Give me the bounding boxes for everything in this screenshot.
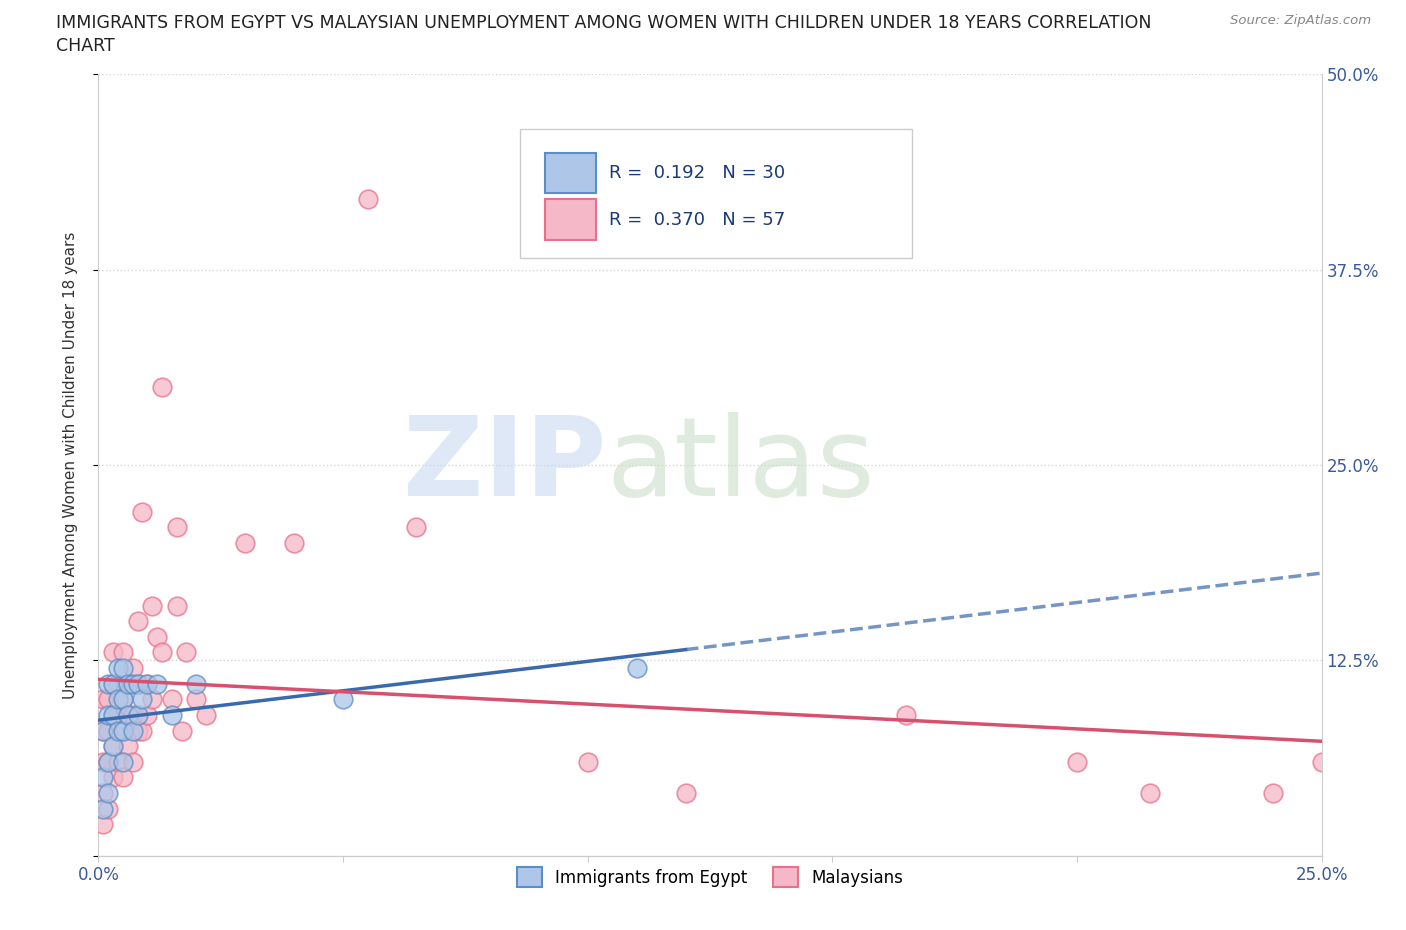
Text: atlas: atlas	[606, 411, 875, 519]
Text: ZIP: ZIP	[402, 411, 606, 519]
Point	[136, 708, 159, 723]
Point	[97, 754, 120, 769]
Point	[101, 676, 124, 691]
Point	[91, 770, 114, 785]
Point	[91, 786, 114, 801]
Point	[101, 738, 124, 753]
Point	[127, 676, 149, 691]
Point	[91, 724, 114, 738]
Point	[111, 724, 134, 738]
FancyBboxPatch shape	[546, 153, 596, 193]
Point	[107, 660, 129, 675]
Point	[166, 520, 188, 535]
Point	[121, 676, 143, 691]
Point	[117, 708, 139, 723]
Point	[1066, 754, 1088, 769]
Point	[97, 724, 120, 738]
Point	[131, 692, 153, 707]
Point	[111, 724, 134, 738]
Point	[131, 504, 153, 519]
Point	[101, 645, 124, 660]
Point	[101, 676, 124, 691]
FancyBboxPatch shape	[546, 199, 596, 240]
Point	[117, 708, 139, 723]
Point	[176, 645, 198, 660]
Point	[127, 708, 149, 723]
Text: IMMIGRANTS FROM EGYPT VS MALAYSIAN UNEMPLOYMENT AMONG WOMEN WITH CHILDREN UNDER : IMMIGRANTS FROM EGYPT VS MALAYSIAN UNEMP…	[56, 14, 1152, 32]
Point	[576, 754, 599, 769]
Point	[160, 692, 183, 707]
Point	[91, 802, 114, 817]
Point	[136, 676, 159, 691]
Text: CHART: CHART	[56, 37, 115, 55]
Point	[97, 786, 120, 801]
Point	[121, 754, 143, 769]
Point	[136, 676, 159, 691]
Point	[97, 802, 120, 817]
Point	[121, 708, 143, 723]
Point	[111, 754, 134, 769]
Point	[111, 692, 134, 707]
Point	[121, 724, 143, 738]
Point	[91, 817, 114, 831]
Point	[894, 708, 917, 723]
Point	[146, 676, 169, 691]
Point	[117, 676, 139, 691]
Text: R =  0.192   N = 30: R = 0.192 N = 30	[609, 164, 785, 182]
Point	[1310, 754, 1333, 769]
Point	[356, 192, 378, 206]
Point	[97, 708, 120, 723]
Point	[127, 724, 149, 738]
Point	[160, 708, 183, 723]
Point	[107, 724, 129, 738]
Point	[91, 692, 114, 707]
Point	[186, 692, 208, 707]
Point	[121, 660, 143, 675]
Point	[626, 660, 648, 675]
Point	[1261, 786, 1284, 801]
Text: Source: ZipAtlas.com: Source: ZipAtlas.com	[1230, 14, 1371, 27]
Point	[111, 770, 134, 785]
Point	[97, 754, 120, 769]
Point	[101, 708, 124, 723]
Legend: Immigrants from Egypt, Malaysians: Immigrants from Egypt, Malaysians	[510, 860, 910, 894]
Point	[117, 676, 139, 691]
Point	[111, 645, 134, 660]
Point	[101, 738, 124, 753]
Point	[111, 692, 134, 707]
Point	[141, 692, 163, 707]
Point	[107, 692, 129, 707]
Point	[170, 724, 193, 738]
Text: R =  0.370   N = 57: R = 0.370 N = 57	[609, 211, 785, 229]
Point	[186, 676, 208, 691]
Point	[117, 738, 139, 753]
Point	[127, 614, 149, 629]
Point	[127, 676, 149, 691]
Point	[101, 708, 124, 723]
Point	[332, 692, 354, 707]
Point	[107, 754, 129, 769]
Point	[233, 536, 256, 551]
Point	[91, 724, 114, 738]
Point	[107, 676, 129, 691]
Point	[150, 379, 173, 394]
Point	[195, 708, 218, 723]
Point	[283, 536, 305, 551]
Point	[97, 676, 120, 691]
Point	[146, 630, 169, 644]
Point	[141, 598, 163, 613]
Point	[97, 692, 120, 707]
Point	[675, 786, 697, 801]
Point	[107, 708, 129, 723]
Y-axis label: Unemployment Among Women with Children Under 18 years: Unemployment Among Women with Children U…	[63, 232, 77, 698]
Point	[131, 724, 153, 738]
Point	[150, 645, 173, 660]
Point	[166, 598, 188, 613]
Point	[405, 520, 427, 535]
Point	[111, 660, 134, 675]
Point	[91, 754, 114, 769]
FancyBboxPatch shape	[520, 129, 912, 258]
Point	[1139, 786, 1161, 801]
Point	[101, 770, 124, 785]
